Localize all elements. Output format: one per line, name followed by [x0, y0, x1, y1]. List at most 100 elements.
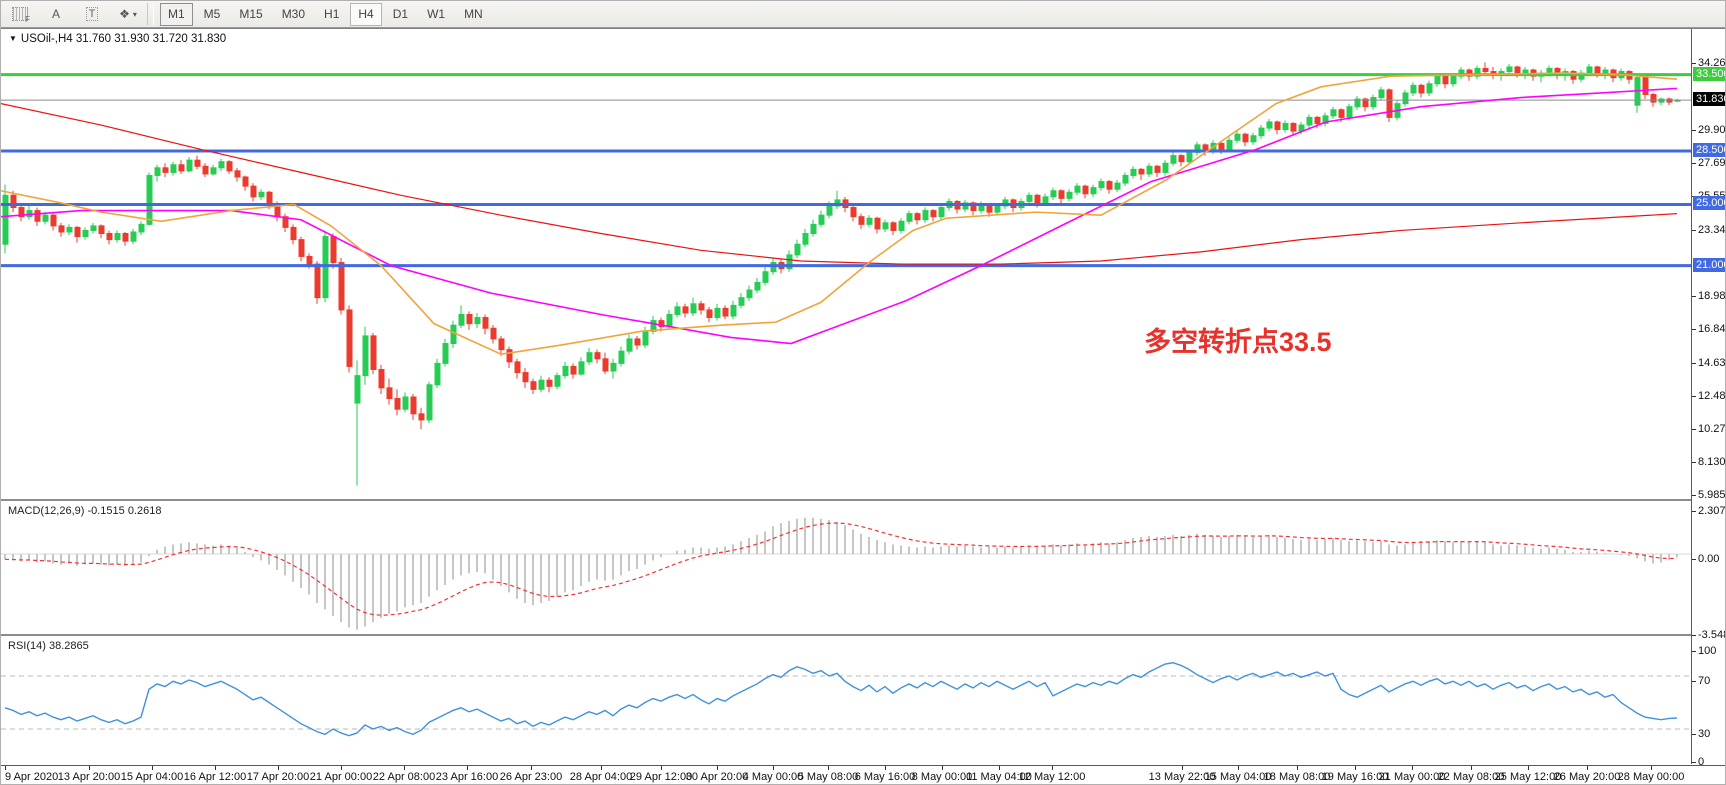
time-tick-label: 21 Apr 00:00 — [309, 771, 373, 783]
panel-resize-divider-rsi[interactable] — [1, 634, 1725, 636]
timeframe-m5[interactable]: M5 — [203, 7, 221, 21]
macd-tick-mark — [1692, 635, 1696, 636]
timeframe-h4[interactable]: H4 — [350, 2, 382, 26]
text-box-icon[interactable]: T — [79, 3, 105, 26]
symbol-ohlc-label: ▼ USOil-,H4 31.760 31.930 31.720 31.830 — [9, 33, 226, 45]
toolbar-separator — [147, 3, 154, 25]
time-tick-mark — [5, 766, 6, 770]
time-tick-mark — [1412, 766, 1413, 770]
price-tick-mark — [1692, 362, 1696, 364]
fibo-grid-icon[interactable]: F — [7, 3, 33, 26]
macd-tick-mark — [1692, 511, 1696, 512]
timeframe-m30[interactable]: M30 — [281, 7, 306, 21]
time-tick-mark — [531, 766, 532, 770]
time-tick-mark — [1651, 766, 1652, 770]
time-tick-mark — [773, 766, 774, 770]
time-tick-mark — [1471, 766, 1472, 770]
price-tick-label: 16.840 — [1698, 323, 1726, 336]
price-badge-25.000: 25.000 — [1693, 196, 1725, 211]
time-tick-label: 22 Apr 08:00 — [372, 771, 436, 783]
price-tick-mark — [1692, 296, 1696, 298]
price-tick-label: 27.695 — [1698, 157, 1726, 170]
rsi-tick-label: 30 — [1698, 728, 1711, 740]
arrows-tool-icon[interactable]: ❖ ▾ — [119, 7, 137, 21]
time-tick-mark — [661, 766, 662, 770]
time-tick-label: 23 Apr 16:00 — [435, 771, 499, 783]
time-tick-label: 22 May 08:00 — [1437, 771, 1505, 783]
time-tick-label: 15 Apr 04:00 — [120, 771, 184, 783]
timeframe-d1[interactable]: D1 — [392, 7, 409, 21]
time-tick-label: 28 May 00:00 — [1617, 771, 1685, 783]
price-tick-label: 29.905 — [1698, 123, 1726, 136]
price-badge-31.830: 31.830 — [1693, 92, 1725, 107]
time-tick-label: 26 May 20:00 — [1553, 771, 1621, 783]
time-tick-label: 29 Apr 12:00 — [629, 771, 693, 783]
macd-indicator-label: MACD(12,26,9) -0.1515 0.2618 — [8, 505, 162, 517]
time-tick-mark — [885, 766, 886, 770]
tool-sub-label: F — [25, 14, 30, 24]
price-tick-label: 23.340 — [1698, 223, 1726, 236]
macd-panel[interactable] — [1, 502, 1691, 635]
price-axis[interactable]: 34.26029.90527.69525.55023.34018.98516.8… — [1691, 29, 1726, 768]
time-tick-mark — [404, 766, 405, 770]
time-tick-mark — [89, 766, 90, 770]
time-tick-label: 9 Apr 2020 — [5, 771, 59, 783]
price-tick-mark — [1692, 395, 1696, 397]
time-tick-mark — [467, 766, 468, 770]
main-chart-area[interactable] — [1, 30, 1691, 500]
time-tick-label: 5 May 08:00 — [797, 771, 859, 783]
time-tick-mark — [1238, 766, 1239, 770]
time-tick-mark — [152, 766, 153, 770]
time-tick-mark — [942, 766, 943, 770]
price-tick-label: 14.630 — [1698, 356, 1726, 369]
price-tick-mark — [1692, 229, 1696, 231]
time-tick-mark — [1052, 766, 1053, 770]
time-tick-label: 21 May 00:00 — [1378, 771, 1446, 783]
text-label-icon[interactable]: A — [51, 7, 60, 21]
timeframe-w1[interactable]: W1 — [427, 7, 446, 21]
price-tick-label: 18.985 — [1698, 290, 1726, 303]
price-badge-21.000: 21.000 — [1693, 257, 1725, 272]
rsi-tick-mark — [1692, 762, 1696, 763]
time-tick-label: 19 May 16:00 — [1321, 771, 1389, 783]
time-tick-label: 13 Apr 20:00 — [57, 771, 121, 783]
panel-resize-divider-macd[interactable] — [1, 499, 1725, 501]
price-tick-mark — [1692, 129, 1696, 131]
time-tick-label: 8 May 00:00 — [911, 771, 973, 783]
drawing-tools-group: F A T ❖ ▾ — [7, 3, 141, 26]
price-tick-mark — [1692, 429, 1696, 431]
time-tick-label: 28 Apr 04:00 — [569, 771, 633, 783]
time-tick-mark — [1355, 766, 1356, 770]
price-tick-label: 12.485 — [1698, 389, 1726, 402]
time-axis[interactable]: 9 Apr 2020 13 Apr 20:00 15 Apr 04:00 16 Apr… — [1, 765, 1725, 784]
toolbar: F A T ❖ ▾ M1 M5 M15 M30 H1 H4 D1 W1 MN — [1, 1, 1725, 28]
rsi-tick-mark — [1692, 734, 1696, 735]
time-tick-label: 16 Apr 12:00 — [183, 771, 247, 783]
time-tick-label: 4 May 00:00 — [742, 771, 804, 783]
price-tick-label: 34.260 — [1698, 57, 1726, 69]
symbol-dropdown-icon[interactable]: ▼ — [9, 34, 17, 43]
time-tick-mark — [601, 766, 602, 770]
timeframe-m15[interactable]: M15 — [239, 7, 263, 21]
time-tick-label: 11 May 04:00 — [966, 771, 1032, 783]
timeframe-h1[interactable]: H1 — [324, 7, 340, 21]
timeframe-group: M1 M5 M15 M30 H1 H4 D1 W1 MN — [160, 2, 491, 26]
time-tick-label: 25 May 12:00 — [1494, 771, 1562, 783]
price-tick-mark — [1692, 63, 1696, 64]
rsi-tick-label: 100 — [1698, 645, 1717, 657]
timeframe-mn[interactable]: MN — [464, 7, 483, 21]
rsi-panel[interactable] — [1, 637, 1691, 764]
price-tick-mark — [1692, 329, 1696, 331]
rsi-tick-label: 0 — [1698, 756, 1705, 768]
timeframe-m1[interactable]: M1 — [160, 2, 193, 26]
time-tick-label: 17 Apr 20:00 — [246, 771, 310, 783]
time-tick-mark — [1587, 766, 1588, 770]
macd-tick-label: -3.5484 — [1698, 629, 1725, 641]
chevron-down-icon[interactable]: ▾ — [132, 9, 137, 19]
price-tick-label: 10.275 — [1698, 423, 1726, 436]
time-tick-mark — [717, 766, 718, 770]
rsi-tick-mark — [1692, 651, 1696, 652]
macd-tick-label: 2.3072 — [1698, 505, 1726, 517]
macd-tick-mark — [1692, 559, 1696, 560]
